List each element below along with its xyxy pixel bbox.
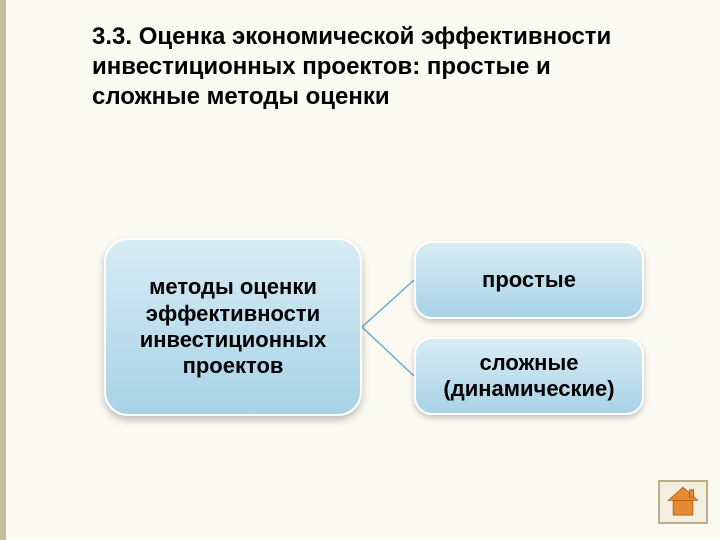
node-root-label: методы оценки эффективности инвестиционн… (114, 274, 352, 380)
node-complex: сложные (динамические) (414, 337, 644, 415)
home-icon (663, 484, 703, 520)
home-button[interactable] (658, 480, 708, 524)
node-simple: простые (414, 241, 644, 319)
node-complex-label: сложные (динамические) (424, 350, 634, 403)
slide: 3.3. Оценка экономической эффективности … (0, 0, 720, 540)
slide-heading-text: 3.3. Оценка экономической эффективности … (92, 23, 611, 110)
slide-heading: 3.3. Оценка экономической эффективности … (92, 22, 632, 112)
node-root: методы оценки эффективности инвестиционн… (104, 238, 362, 416)
node-simple-label: простые (482, 267, 576, 293)
